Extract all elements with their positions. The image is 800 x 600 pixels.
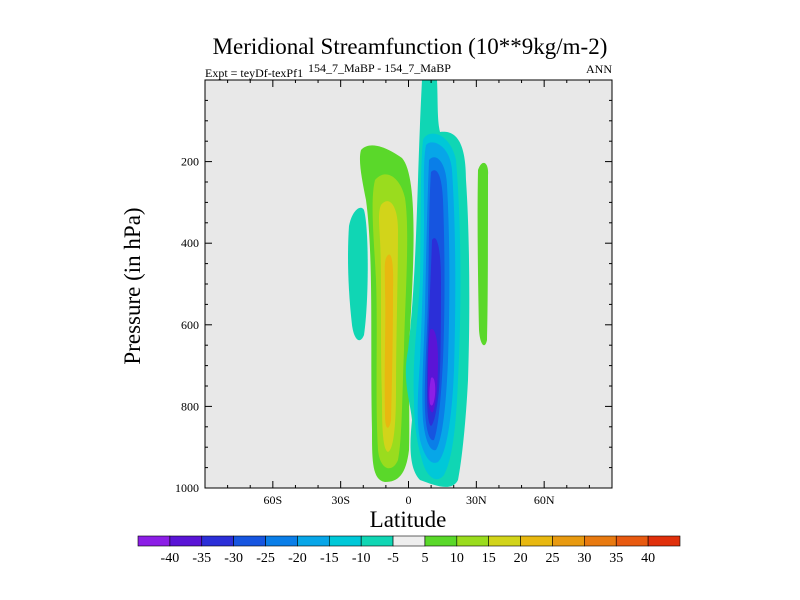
y-tick-label: 600 xyxy=(181,318,199,332)
chart-title: Meridional Streamfunction (10**9kg/m-2) xyxy=(213,34,608,59)
colorbar-label: 20 xyxy=(514,551,528,566)
colorbar-swatch xyxy=(328,535,362,547)
y-tick-label: 200 xyxy=(181,155,199,169)
colorbar-label: 15 xyxy=(482,551,496,566)
x-tick-label: 60N xyxy=(534,493,555,507)
colorbar-swatch xyxy=(615,535,649,547)
colorbar-swatch xyxy=(169,535,203,547)
colorbar-label: -25 xyxy=(256,551,275,566)
colorbar-swatch xyxy=(201,535,234,547)
colorbar-label: -15 xyxy=(320,551,339,566)
colorbar-swatch xyxy=(360,535,394,547)
colorbar-swatch xyxy=(297,535,330,547)
contour-southern-weak-cell xyxy=(348,207,368,341)
x-tick-label: 0 xyxy=(406,493,412,507)
colorbar-swatch xyxy=(520,535,553,547)
colorbar-label: -40 xyxy=(161,551,180,566)
y-tick-label: 800 xyxy=(181,399,199,413)
y-tick-label: 1000 xyxy=(175,481,199,495)
contour-northern-weak-cell xyxy=(477,162,489,346)
axis-ticks: 60S 30S 0 30N 60N 200 400 600 800 1000 xyxy=(175,80,612,507)
colorbar-swatch xyxy=(137,535,171,547)
colorbar-swatch xyxy=(233,535,266,547)
x-tick-label: 60S xyxy=(263,493,282,507)
season-label: ANN xyxy=(586,62,612,76)
colorbar-label: -20 xyxy=(288,551,307,566)
colorbar-label: 35 xyxy=(609,551,623,566)
contour-field xyxy=(348,80,489,487)
colorbar-swatch xyxy=(488,535,521,547)
colorbar-label: -5 xyxy=(387,551,399,566)
colorbar-swatch xyxy=(647,535,681,547)
colorbar-label: 40 xyxy=(641,551,655,566)
y-tick-label: 400 xyxy=(181,236,199,250)
colorbar-label: 30 xyxy=(577,551,591,566)
x-tick-label: 30N xyxy=(466,493,487,507)
contour-negative-40 xyxy=(429,377,436,406)
colorbar-label: -35 xyxy=(192,551,211,566)
colorbar-swatch xyxy=(424,535,458,547)
colorbar-swatch xyxy=(584,535,617,547)
colorbar: -40 -35 -30 -25 -20 -15 -10 -5 5 10 15 20 25 30 35 40 xyxy=(137,535,681,566)
colorbar-swatch xyxy=(552,535,585,547)
colorbar-swatch xyxy=(456,535,490,547)
experiment-subtitle: 154_7_MaBP - 154_7_MaBP xyxy=(308,61,451,75)
colorbar-swatch xyxy=(265,535,298,547)
x-axis-label: Latitude xyxy=(370,507,447,532)
y-axis-label: Pressure (in hPa) xyxy=(120,207,145,364)
colorbar-label: 10 xyxy=(450,551,464,566)
colorbar-label: 5 xyxy=(421,551,428,566)
colorbar-label: -30 xyxy=(224,551,243,566)
colorbar-swatch xyxy=(392,535,426,547)
colorbar-label: 25 xyxy=(545,551,559,566)
experiment-label: Expt = teyDf-texPf1 xyxy=(205,66,303,80)
contour-positive-20 xyxy=(384,254,394,428)
colorbar-label: -10 xyxy=(352,551,371,566)
x-tick-label: 30S xyxy=(331,493,350,507)
